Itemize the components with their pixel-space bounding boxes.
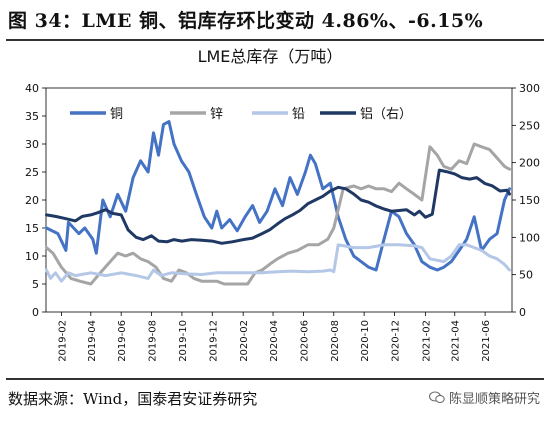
legend-label: 铜 bbox=[110, 107, 123, 122]
y-right-tick-label: 200 bbox=[519, 157, 540, 170]
x-tick-label: 2020-04 bbox=[269, 320, 280, 362]
footer-rule bbox=[6, 378, 544, 380]
x-tick-label: 2021-06 bbox=[481, 320, 492, 362]
watermark-text: 陈显顺策略研究 bbox=[448, 392, 540, 407]
y-left-tick-label: 5 bbox=[32, 278, 39, 291]
y-left-tick-label: 25 bbox=[25, 166, 39, 179]
x-tick-label: 2020-02 bbox=[239, 320, 250, 362]
chart-title: LME总库存（万吨） bbox=[198, 47, 343, 66]
watermark: 陈显顺策略研究 bbox=[428, 388, 540, 407]
y-left-tick-label: 40 bbox=[25, 82, 39, 95]
source-note: 数据来源：Wind，国泰君安证券研究 bbox=[8, 390, 258, 408]
y-left-tick-label: 20 bbox=[25, 194, 39, 207]
wechat-icon bbox=[428, 391, 445, 403]
x-tick-label: 2019-08 bbox=[148, 320, 159, 362]
series-line bbox=[45, 142, 511, 286]
y-left-tick-label: 15 bbox=[25, 222, 39, 235]
y-left-tick-label: 0 bbox=[32, 306, 39, 319]
y-left-tick-label: 30 bbox=[25, 138, 39, 151]
series-line bbox=[45, 243, 511, 283]
y-right-tick-label: 150 bbox=[519, 194, 540, 207]
x-tick-label: 2020-08 bbox=[330, 320, 341, 362]
legend-label: 铝（右） bbox=[360, 107, 412, 122]
y-right-tick-label: 250 bbox=[519, 119, 540, 132]
x-tick-label: 2019-06 bbox=[117, 320, 128, 362]
x-tick-label: 2020-06 bbox=[299, 320, 310, 362]
figure-title: 图 34：LME 铜、铝库存环比变动 4.86%、-6.15% bbox=[8, 10, 484, 32]
header-rule bbox=[6, 39, 544, 41]
x-tick-label: 2021-04 bbox=[451, 320, 462, 362]
x-tick-label: 2021-02 bbox=[421, 320, 432, 362]
x-tick-label: 2019-04 bbox=[87, 320, 98, 362]
x-tick-label: 2019-12 bbox=[208, 320, 219, 362]
y-right-tick-label: 100 bbox=[519, 231, 540, 244]
plot-area: 0 5 10 15 20 25 30 35 40 0 50 100 150 200 250 300 2019-0… bbox=[25, 82, 540, 362]
legend-label: 锌 bbox=[210, 107, 223, 122]
x-tick-label: 2020-10 bbox=[360, 320, 371, 362]
y-right-tick-label: 0 bbox=[519, 306, 526, 319]
x-tick-label: 2019-02 bbox=[57, 320, 68, 362]
x-tick-label: 2019-10 bbox=[178, 320, 189, 362]
legend-label: 铅 bbox=[292, 107, 305, 122]
y-right-tick-label: 300 bbox=[519, 82, 540, 95]
y-left-tick-label: 10 bbox=[25, 250, 39, 263]
x-tick-label: 2020-12 bbox=[391, 320, 402, 362]
series-line bbox=[45, 120, 511, 272]
y-left-tick-label: 35 bbox=[25, 110, 39, 123]
line-chart: LME总库存（万吨） 0 5 10 15 20 25 30 35 40 0 50 100 150 200 2… bbox=[25, 47, 540, 362]
y-right-tick-label: 50 bbox=[519, 269, 533, 282]
series-line bbox=[45, 168, 511, 245]
